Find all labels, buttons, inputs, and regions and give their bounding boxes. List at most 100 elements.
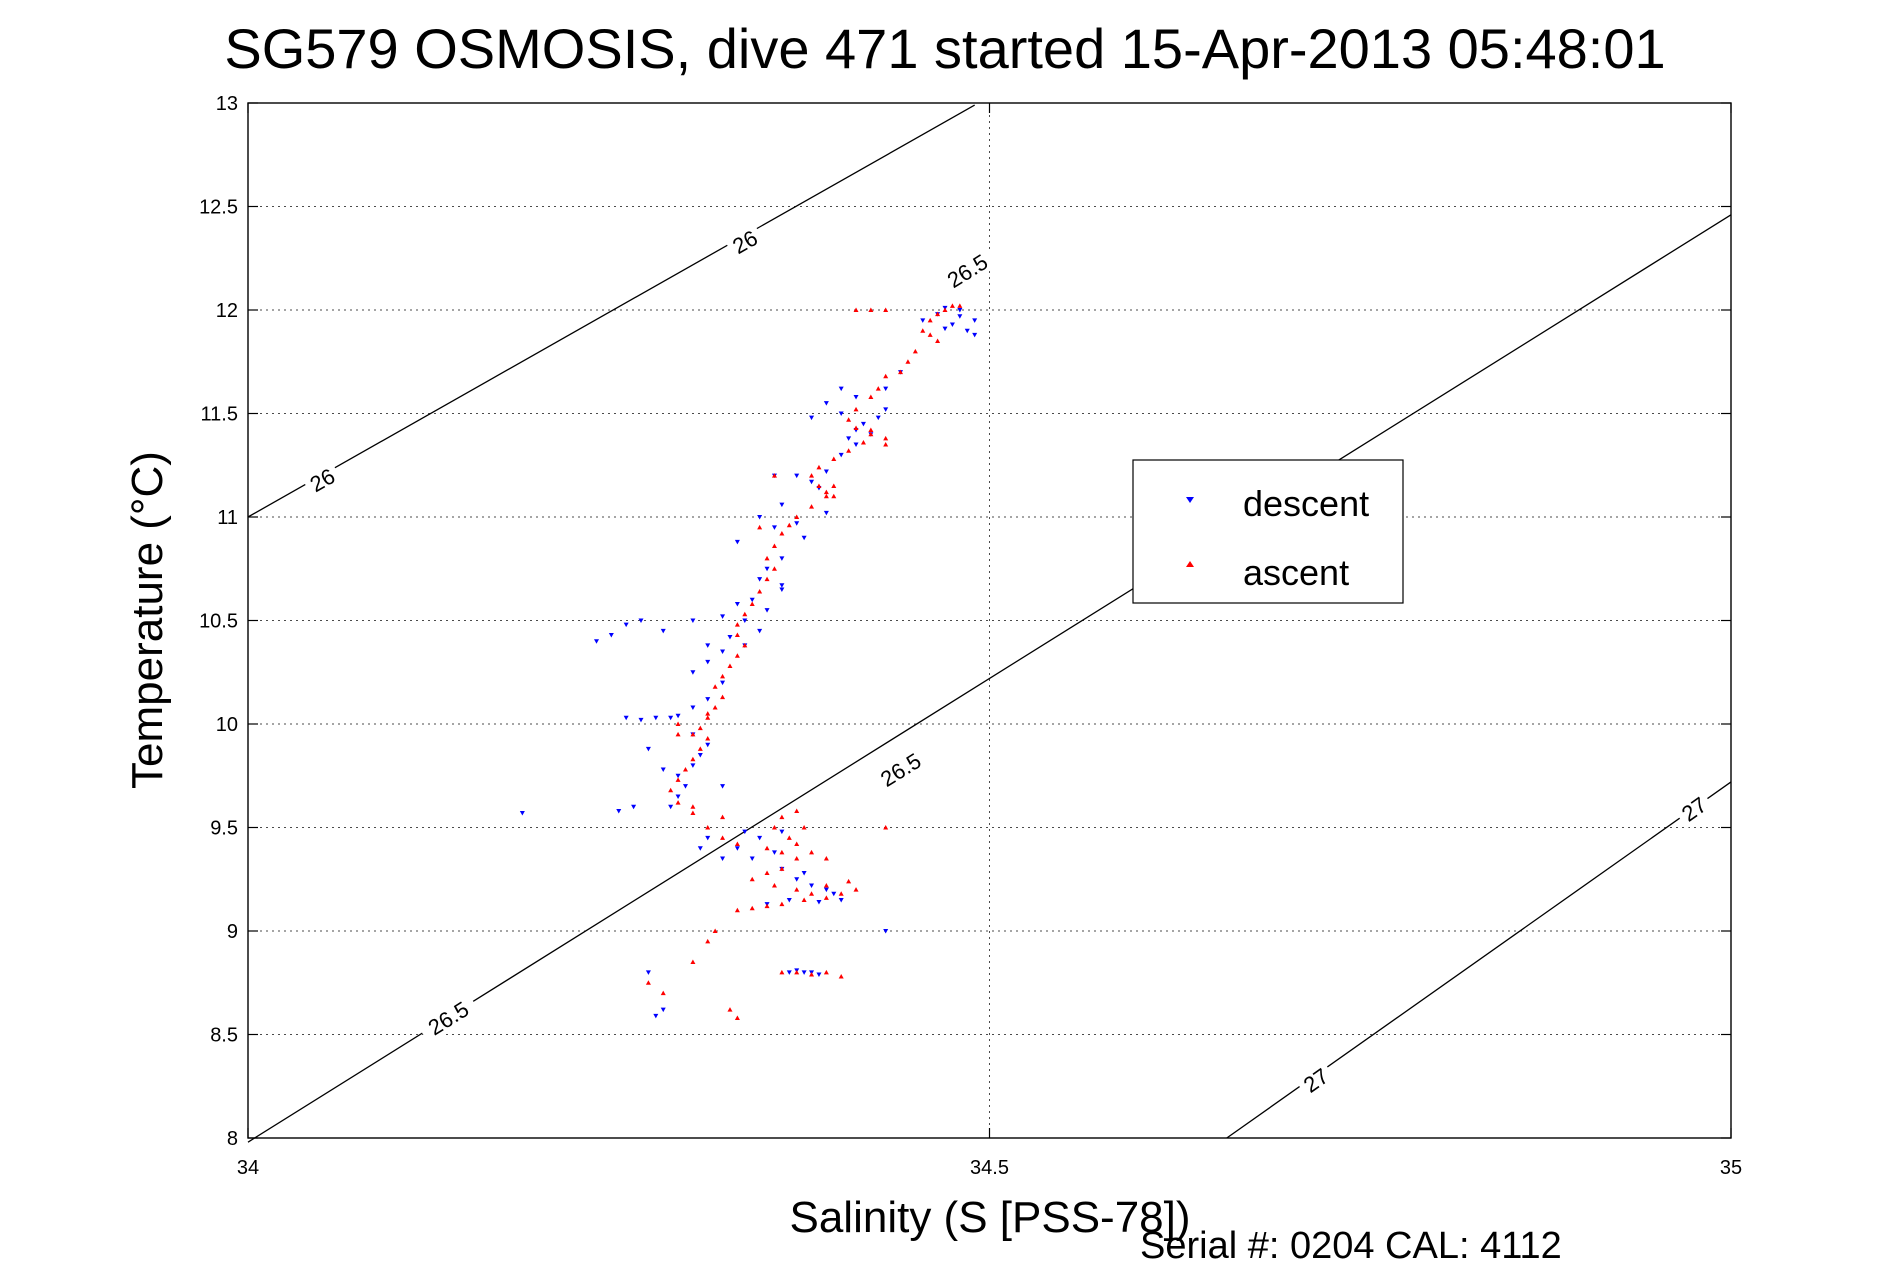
ascent-point	[853, 425, 859, 430]
descent-point	[675, 713, 681, 719]
ascent-point	[957, 303, 963, 308]
ascent-point	[705, 711, 711, 716]
descent-point	[957, 314, 963, 319]
ascent-point	[853, 307, 859, 312]
ascent-point	[838, 974, 844, 979]
y-tick-label: 10	[216, 714, 238, 736]
ascent-point	[749, 876, 755, 882]
ascent-point	[823, 882, 829, 888]
ascent-point	[868, 307, 874, 312]
ascent-point	[935, 311, 941, 317]
descent-point	[668, 715, 674, 721]
descent-point	[809, 883, 815, 888]
descent-point	[675, 794, 681, 799]
ascent-point	[809, 971, 815, 977]
ascent-point	[697, 725, 703, 731]
descent-point	[816, 900, 822, 905]
descent-point	[742, 618, 748, 623]
ascent-point	[816, 464, 822, 470]
ascent-point	[727, 663, 733, 669]
descent-point	[823, 510, 829, 516]
legend-descent-label: descent	[1243, 483, 1369, 524]
ascent-point	[823, 489, 829, 495]
ascent-point	[734, 907, 740, 913]
ascent-point	[742, 611, 748, 617]
descent-point	[653, 1013, 659, 1019]
descent-point	[727, 635, 733, 640]
descent-point	[631, 804, 637, 810]
ascent-point	[742, 642, 748, 648]
ascent-point	[734, 1015, 740, 1020]
descent-point	[720, 680, 726, 686]
chart-title: SG579 OSMOSIS, dive 471 started 15-Apr-2…	[224, 17, 1665, 80]
descent-point	[720, 856, 726, 862]
ascent-point	[757, 589, 763, 594]
ascent-point	[771, 825, 777, 830]
ascent-point	[690, 804, 696, 809]
grid-lines	[248, 103, 1731, 1138]
descent-point	[875, 415, 881, 421]
descent-point	[757, 515, 763, 520]
y-tick-label: 11	[217, 507, 238, 529]
ascent-point	[905, 359, 911, 364]
descent-point	[779, 587, 785, 592]
ascent-point	[734, 622, 740, 627]
ascent-point	[801, 897, 807, 902]
ascent-point	[786, 522, 792, 528]
ascent-point	[705, 735, 711, 741]
ascent-point	[831, 456, 837, 462]
descent-point	[801, 871, 807, 876]
ascent-point	[675, 731, 681, 737]
descent-point	[675, 773, 681, 779]
descent-point	[846, 436, 852, 441]
descent-point	[757, 835, 763, 841]
ascent-point	[779, 901, 785, 907]
descent-point	[638, 717, 644, 723]
descent-point	[794, 877, 800, 882]
x-tick-label: 35	[1720, 1157, 1742, 1179]
ascent-point	[823, 856, 829, 861]
ascent-point	[846, 448, 852, 453]
descent-point	[594, 639, 600, 644]
ascent-point	[883, 307, 889, 312]
descent-point	[668, 804, 674, 810]
descent-point	[838, 386, 844, 392]
ascent-point	[846, 878, 852, 884]
descent-point	[809, 415, 815, 421]
ascent-point	[860, 439, 866, 445]
ascent-point	[809, 473, 815, 478]
axis-ticks: 34 34.5 35 13 12.5 12 11.5 11 10.5 10 9.5 9 8.5 8	[199, 93, 1742, 1179]
ascent-point	[831, 483, 837, 488]
descent-point	[779, 502, 785, 508]
descent-point	[616, 808, 622, 814]
ascent-point	[771, 543, 777, 548]
descent-point	[838, 411, 844, 416]
descent-point	[823, 401, 829, 406]
descent-point	[823, 887, 829, 893]
ascent-point	[764, 555, 770, 561]
descent-point	[801, 970, 807, 975]
ascent-point	[868, 394, 874, 399]
descent-point	[794, 473, 800, 479]
descent-point	[697, 753, 703, 758]
ascent-point	[779, 866, 785, 871]
ascent-point	[712, 704, 718, 710]
y-tick-label: 8.5	[210, 1025, 238, 1047]
ascent-point	[764, 870, 770, 876]
descent-point	[860, 421, 866, 427]
descent-point	[720, 784, 726, 789]
descent-point	[779, 556, 785, 561]
descent-point	[734, 539, 740, 545]
descent-point	[690, 618, 696, 623]
x-axis-label: Salinity (S [PSS-78])	[789, 1193, 1190, 1242]
ascent-point	[779, 814, 785, 820]
ascent-point	[868, 431, 874, 437]
y-tick-label: 12.5	[199, 197, 238, 219]
legend: descent ascent	[1132, 459, 1404, 604]
ascent-point	[734, 632, 740, 637]
ascent-point	[846, 417, 852, 422]
ascent-point	[675, 721, 681, 726]
descent-point	[838, 897, 844, 903]
ascent-point	[749, 601, 755, 606]
density-contour-label-bg	[415, 990, 481, 1045]
